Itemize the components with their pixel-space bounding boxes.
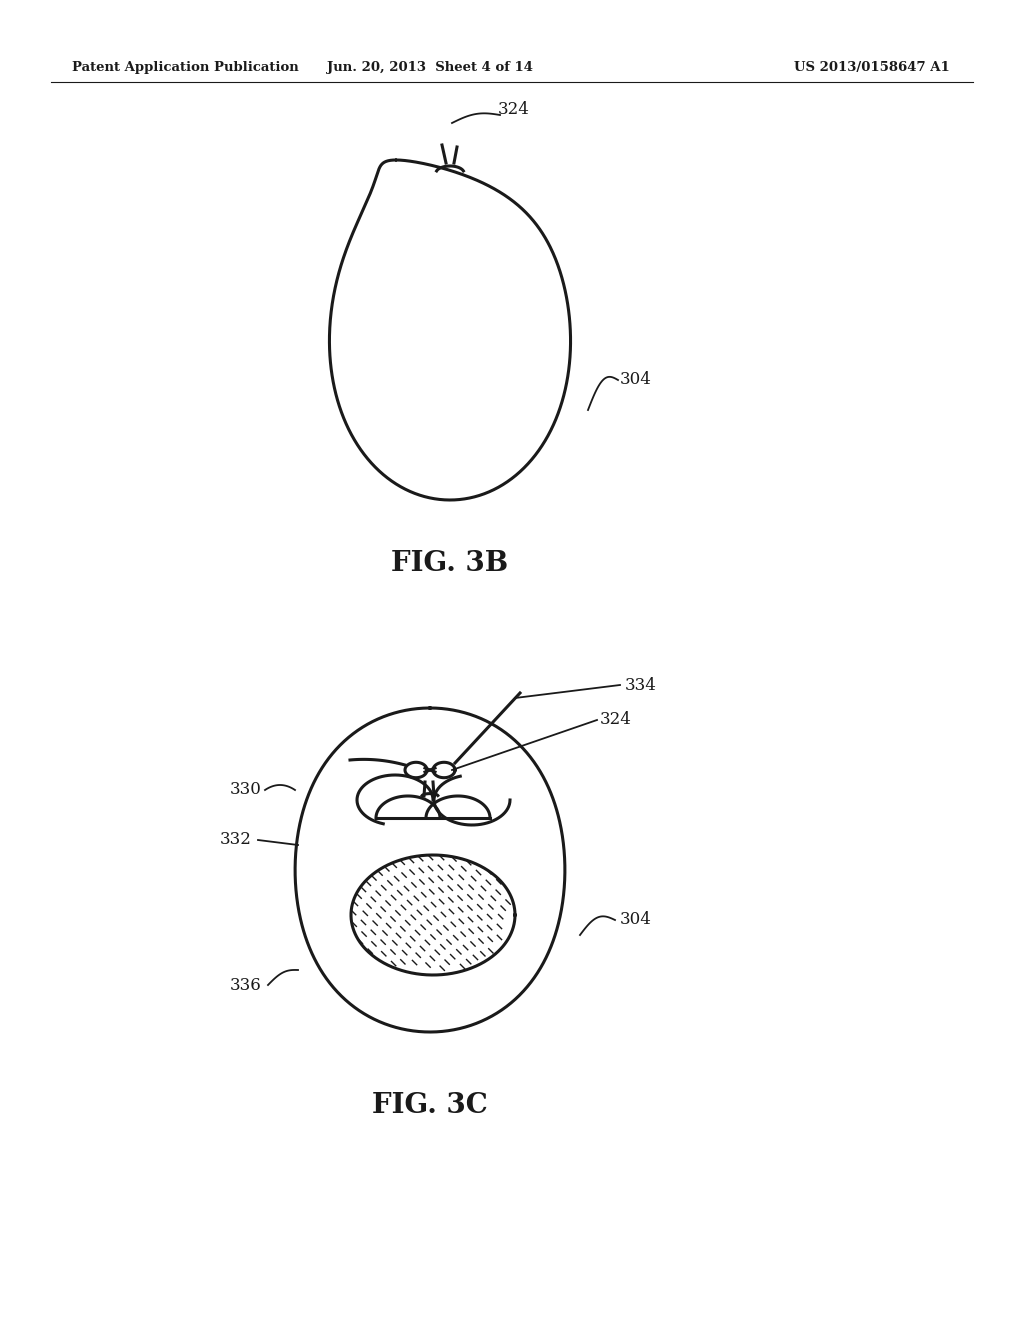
Text: Patent Application Publication: Patent Application Publication [72,62,299,74]
Text: Jun. 20, 2013  Sheet 4 of 14: Jun. 20, 2013 Sheet 4 of 14 [327,62,534,74]
Text: 332: 332 [220,832,252,849]
Text: 324: 324 [600,711,632,729]
Text: US 2013/0158647 A1: US 2013/0158647 A1 [795,62,950,74]
Text: 334: 334 [625,676,656,693]
Text: FIG. 3B: FIG. 3B [391,550,509,577]
Text: 304: 304 [620,912,652,928]
Text: FIG. 3C: FIG. 3C [372,1092,487,1119]
Text: 324: 324 [498,102,529,119]
Text: 336: 336 [230,977,262,994]
Text: 330: 330 [230,781,262,799]
Text: 304: 304 [620,371,652,388]
